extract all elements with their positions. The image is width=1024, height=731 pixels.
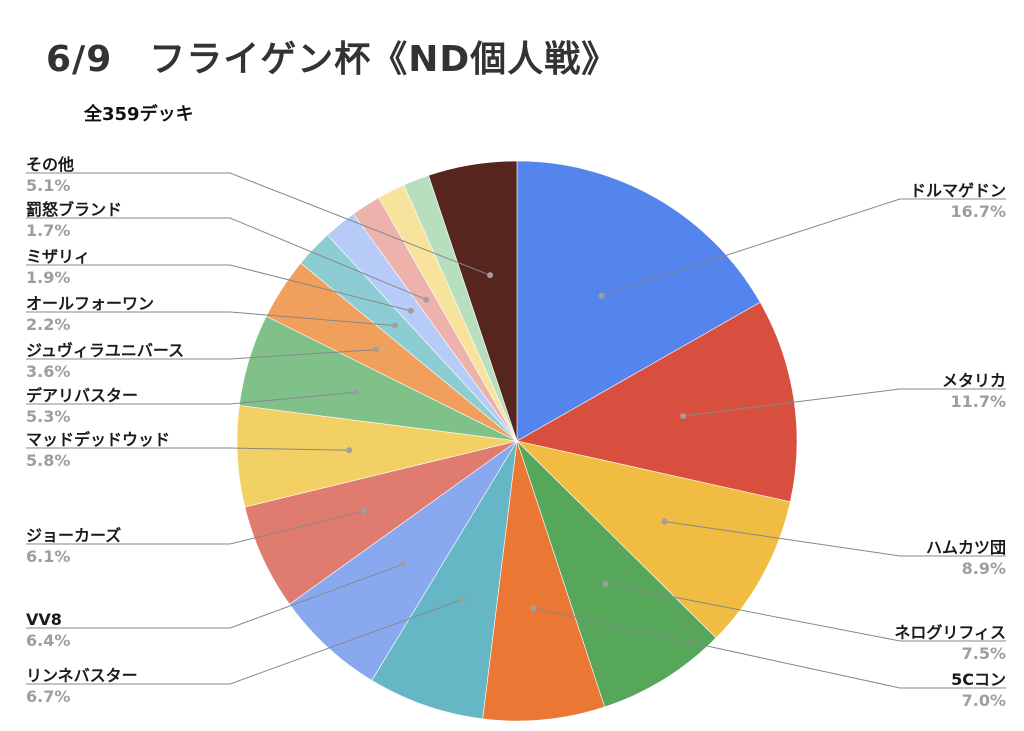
slice-label-11: オールフォーワン 2.2% (26, 294, 398, 334)
leader-dot (353, 389, 360, 396)
slice-label-4: 5Cコン 7.0% (530, 605, 1006, 710)
slice-name-label: デアリバスター (26, 386, 138, 405)
pie-slice-4 (482, 440, 605, 722)
pie-slice-2 (516, 440, 791, 639)
slice-percent-label: 16.7% (950, 202, 1006, 221)
slice-label-7: ジョーカーズ 6.1% (26, 508, 368, 566)
leader-dot (423, 296, 430, 303)
leader-dot (399, 561, 406, 568)
leader-line (26, 349, 377, 360)
slice-label-0: ドルマゲドン 16.7% (598, 181, 1006, 299)
pie-slice-3 (516, 440, 717, 708)
slice-name-label: メタリカ (942, 371, 1006, 390)
leader-line (601, 198, 1006, 297)
slice-name-label: ハムカツ団 (926, 538, 1006, 557)
slice-label-13: 罰怒ブランド 1.7% (26, 200, 430, 303)
leader-dot (361, 508, 368, 515)
leader-dot (373, 346, 380, 353)
slice-percent-label: 7.5% (962, 644, 1006, 663)
leader-dot (487, 272, 494, 279)
slice-label-8: マッドデッドウッド 5.8% (26, 430, 353, 470)
slice-name-label: ミザリィ (26, 247, 90, 266)
pie-slice-5 (371, 440, 518, 720)
leader-dot (407, 307, 414, 314)
pie-slice-1 (516, 301, 798, 503)
slice-name-label: オールフォーワン (26, 294, 154, 313)
leader-dot (602, 580, 609, 587)
slice-label-5: リンネバスター 6.7% (26, 596, 465, 706)
slice-label-16: その他 5.1% (26, 155, 494, 279)
leader-line (664, 520, 1006, 557)
slice-name-label: マッドデッドウッド (26, 430, 170, 449)
leader-line (26, 311, 396, 327)
leader-line (26, 217, 427, 301)
slice-percent-label: 6.1% (26, 547, 70, 566)
slice-percent-label: 3.6% (26, 362, 70, 381)
leader-line (26, 447, 350, 451)
slice-name-label: ネログリフィス (894, 623, 1006, 642)
slice-name-label: ジョーカーズ (26, 526, 121, 545)
chart-title: 6/9 フライゲン杯《ND個人戦》 (46, 39, 619, 80)
leader-dot (530, 605, 537, 612)
leader-line (26, 510, 365, 545)
slice-percent-label: 1.7% (26, 221, 70, 240)
pie-slice-16 (428, 160, 518, 442)
slice-percent-label: 5.3% (26, 407, 70, 426)
slice-label-3: ネログリフィス 7.5% (602, 580, 1006, 663)
leader-dot (598, 292, 605, 299)
leader-line (683, 388, 1006, 417)
slice-percent-label: 5.8% (26, 451, 70, 470)
slice-label-10: ジュヴィラユニバース 3.6% (26, 341, 380, 381)
slice-percent-label: 11.7% (950, 392, 1006, 411)
slice-percent-label: 6.4% (26, 631, 70, 650)
leader-line (26, 599, 463, 685)
leader-dot (661, 518, 668, 525)
slice-name-label: リンネバスター (26, 666, 138, 685)
slice-name-label: VV8 (26, 610, 62, 629)
slice-percent-label: 7.0% (962, 691, 1006, 710)
leader-dot (680, 412, 687, 419)
slice-name-label: 罰怒ブランド (26, 200, 122, 219)
slice-percent-label: 6.7% (26, 687, 70, 706)
slice-name-label: その他 (26, 155, 74, 174)
leader-line (26, 563, 404, 629)
slice-name-label: ジュヴィラユニバース (26, 341, 184, 360)
slice-percent-label: 2.2% (26, 315, 70, 334)
slice-label-2: ハムカツ団 8.9% (661, 518, 1006, 578)
slice-percent-label: 5.1% (26, 176, 70, 195)
slice-label-6: VV8 6.4% (26, 561, 406, 650)
leader-line (533, 607, 1006, 689)
leader-line (26, 391, 357, 405)
slice-label-12: ミザリィ 1.9% (26, 247, 414, 314)
leader-dot (458, 596, 465, 603)
slice-percent-label: 8.9% (962, 559, 1006, 578)
chart-subtitle: 全359デッキ (84, 104, 194, 125)
slice-label-1: メタリカ 11.7% (680, 371, 1006, 419)
leader-line (605, 583, 1006, 642)
leader-dot (346, 447, 353, 454)
leader-line (26, 172, 491, 276)
slice-percent-label: 1.9% (26, 268, 70, 287)
slice-label-9: デアリバスター 5.3% (26, 386, 360, 426)
slice-name-label: ドルマゲドン (910, 181, 1006, 200)
leader-line (26, 264, 411, 312)
leader-dot (391, 322, 398, 329)
pie-slice-0 (516, 160, 761, 442)
slice-name-label: 5Cコン (951, 670, 1006, 689)
